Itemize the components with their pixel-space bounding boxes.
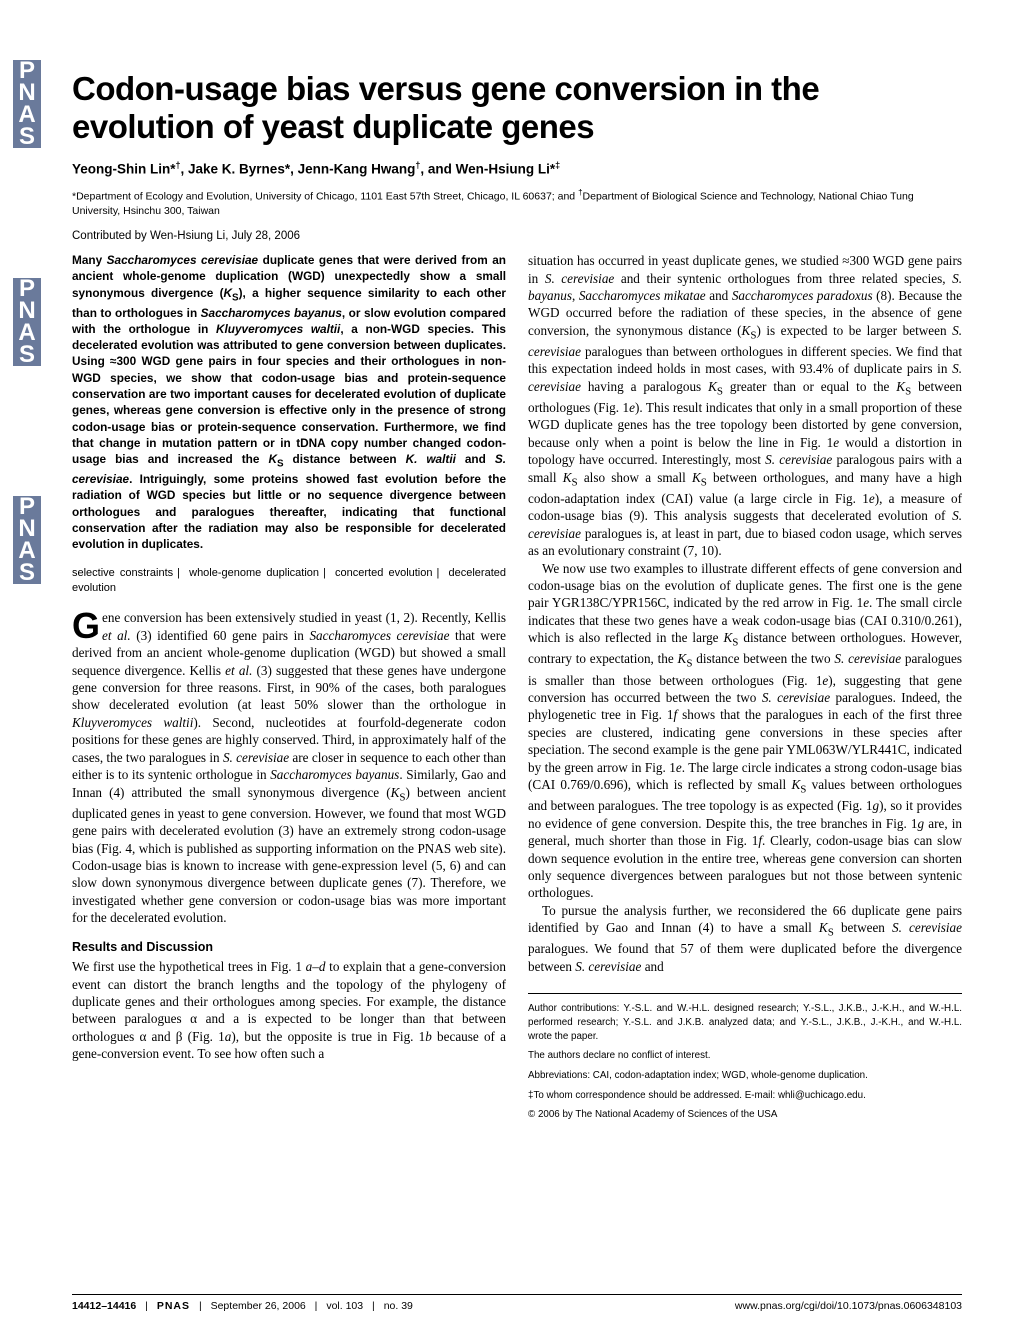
page-range: 14412–14416 bbox=[72, 1300, 136, 1312]
affiliations: *Department of Ecology and Evolution, Un… bbox=[72, 188, 962, 218]
intro-paragraph: Gene conversion has been extensively stu… bbox=[72, 609, 506, 926]
author-list: Yeong-Shin Lin*†, Jake K. Byrnes*, Jenn-… bbox=[72, 160, 962, 177]
page-content: Codon-usage bias versus gene conversion … bbox=[72, 70, 962, 1128]
conflict-statement: The authors declare no conflict of inter… bbox=[528, 1049, 962, 1063]
footer-right: www.pnas.org/cgi/doi/10.1073/pnas.060634… bbox=[735, 1300, 962, 1312]
keywords: selective constraints| whole-genome dupl… bbox=[72, 566, 506, 595]
dropcap: G bbox=[72, 609, 102, 641]
column-right: situation has occurred in yeast duplicat… bbox=[528, 252, 962, 1128]
abbreviations: Abbreviations: CAI, codon-adaptation ind… bbox=[528, 1069, 962, 1083]
keyword: selective constraints bbox=[72, 567, 173, 579]
contributed-line: Contributed by Wen-Hsiung Li, July 28, 2… bbox=[72, 230, 962, 242]
column-left: Many Saccharomyces cerevisiae duplicate … bbox=[72, 252, 506, 1128]
right-paragraph-3: To pursue the analysis further, we recon… bbox=[528, 902, 962, 975]
footer-left: 14412–14416 | PNAS | September 26, 2006 … bbox=[72, 1300, 413, 1312]
footnotes: Author contributions: Y.-S.L. and W.-H.L… bbox=[528, 993, 962, 1122]
journal-sidebar: PNAS PNAS PNAS bbox=[8, 60, 46, 1260]
article-title: Codon-usage bias versus gene conversion … bbox=[72, 70, 962, 146]
correspondence: ‡To whom correspondence should be addres… bbox=[528, 1089, 962, 1103]
doi-url: www.pnas.org/cgi/doi/10.1073/pnas.060634… bbox=[735, 1300, 962, 1312]
keyword: concerted evolution bbox=[335, 567, 432, 579]
issue-date: September 26, 2006 bbox=[211, 1300, 306, 1312]
journal-name: PNAS bbox=[157, 1300, 190, 1312]
copyright: © 2006 by The National Academy of Scienc… bbox=[528, 1108, 962, 1122]
volume: vol. 103 bbox=[326, 1300, 363, 1312]
issue-number: no. 39 bbox=[384, 1300, 413, 1312]
right-paragraph-2: We now use two examples to illustrate di… bbox=[528, 560, 962, 902]
section-heading-results: Results and Discussion bbox=[72, 939, 506, 956]
two-column-body: Many Saccharomyces cerevisiae duplicate … bbox=[72, 252, 962, 1128]
author-contributions: Author contributions: Y.-S.L. and W.-H.L… bbox=[528, 1002, 962, 1043]
intro-text: ene conversion has been extensively stud… bbox=[72, 610, 506, 925]
abstract: Many Saccharomyces cerevisiae duplicate … bbox=[72, 252, 506, 552]
keyword: whole-genome duplication bbox=[189, 567, 319, 579]
page-footer: 14412–14416 | PNAS | September 26, 2006 … bbox=[72, 1294, 962, 1312]
right-paragraph-1: situation has occurred in yeast duplicat… bbox=[528, 252, 962, 559]
results-paragraph-1: We first use the hypothetical trees in F… bbox=[72, 958, 506, 1063]
